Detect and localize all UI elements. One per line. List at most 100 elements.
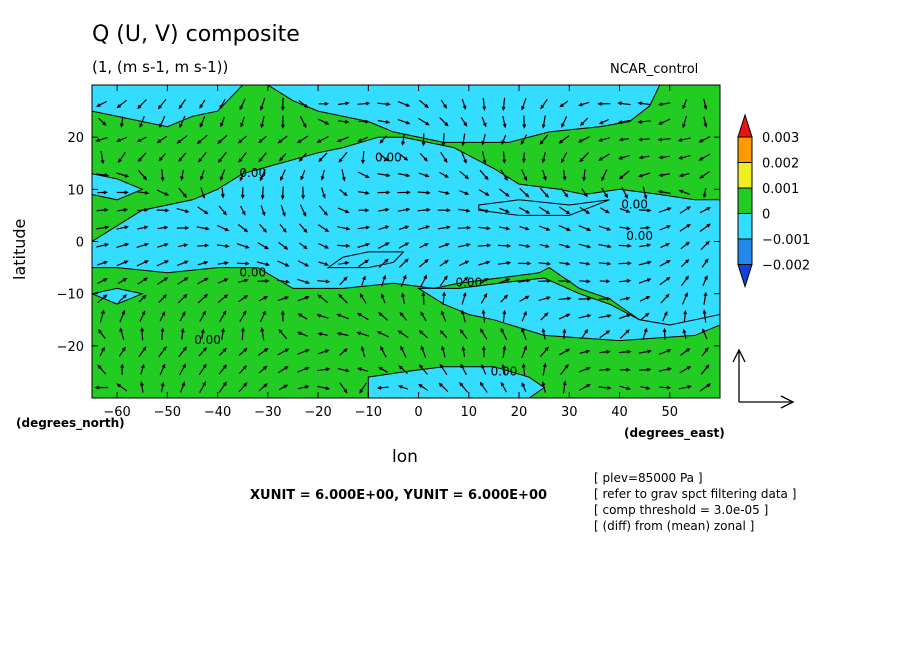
wind-vector: [420, 274, 427, 287]
wind-vector: [377, 102, 391, 107]
wind-vector: [558, 279, 572, 284]
wind-vector: [297, 313, 308, 320]
wind-vector: [638, 155, 650, 160]
wind-vector: [136, 136, 147, 143]
wind-vector: [502, 115, 507, 129]
wind-vector: [178, 187, 187, 198]
wind-vector: [599, 279, 611, 284]
wind-vector: [178, 99, 186, 110]
wind-vector: [479, 208, 490, 213]
x-axis-label: lon: [392, 447, 418, 467]
wind-vector: [637, 119, 651, 124]
wind-vector: [301, 186, 306, 200]
wind-vector: [397, 330, 409, 339]
wind-vector: [461, 346, 466, 357]
wind-vector: [239, 169, 246, 182]
wind-vector: [481, 116, 487, 128]
wind-vector: [617, 101, 631, 106]
wind-vector: [299, 115, 307, 129]
wind-vector: [579, 279, 591, 284]
wind-vector: [659, 260, 671, 267]
wind-vector: [658, 367, 672, 372]
colorbar-segment: [737, 136, 753, 163]
wind-vector: [397, 190, 411, 195]
colorbar-label: 0.001: [762, 182, 799, 197]
y-tick-label: 10: [67, 183, 84, 198]
wind-vector: [461, 309, 466, 323]
wind-vector: [136, 260, 149, 267]
wind-vector: [180, 327, 185, 340]
wind-vector: [541, 381, 546, 393]
wind-vector: [137, 152, 147, 163]
wind-vector: [136, 190, 150, 195]
wind-vector: [260, 186, 265, 200]
wind-vector: [479, 169, 489, 181]
wind-vector: [196, 134, 208, 145]
chart-title: Q (U, V) composite: [92, 22, 300, 47]
wind-vector: [138, 346, 147, 358]
wind-vector: [297, 349, 310, 355]
wind-vector: [502, 345, 507, 358]
wind-vector: [521, 327, 527, 340]
wind-vector: [638, 208, 652, 213]
wind-vector: [361, 151, 365, 165]
wind-vector: [397, 207, 411, 212]
wind-vector: [160, 169, 165, 182]
wind-vector: [97, 278, 108, 284]
wind-vector: [701, 347, 709, 357]
wind-vector: [337, 226, 351, 231]
wind-vector: [259, 97, 266, 111]
wind-vector: [659, 385, 672, 390]
wind-vector: [440, 310, 447, 322]
wind-vector: [240, 116, 245, 128]
wind-vector: [417, 207, 431, 212]
wind-vector: [217, 278, 229, 284]
wind-vector: [599, 207, 610, 214]
wind-vector: [560, 187, 569, 198]
wind-vector: [540, 99, 548, 110]
wind-vector: [318, 242, 330, 249]
wind-vector: [598, 225, 612, 231]
wind-vector: [338, 261, 350, 265]
colorbar: 0.003 0.002 0.001 0 −0.001 −0.002: [737, 113, 810, 289]
wind-vector: [457, 225, 472, 230]
wind-vector: [177, 277, 189, 285]
wind-vector: [278, 153, 287, 162]
wind-vector: [442, 291, 446, 305]
wind-vector: [338, 119, 350, 124]
wind-vector: [398, 242, 410, 249]
wind-vector: [198, 363, 207, 376]
wind-vector: [200, 169, 205, 181]
wind-vector: [179, 311, 186, 322]
wind-vector: [577, 136, 590, 143]
wind-vector: [639, 367, 652, 372]
wind-vector: [417, 190, 431, 195]
wind-vector: [397, 101, 411, 107]
wind-vector: [338, 293, 348, 304]
wind-vector: [177, 260, 189, 266]
wind-vector: [220, 187, 225, 199]
wind-vector: [336, 136, 349, 143]
wind-vector: [238, 347, 248, 356]
wind-vector: [358, 191, 370, 195]
x-tick-label: −40: [204, 405, 231, 420]
colorbar-segment: [737, 187, 753, 214]
negative-regions: [92, 85, 720, 398]
contour-label: 0.00: [626, 229, 653, 243]
wind-vector: [678, 189, 691, 195]
colorbar-segment: [737, 238, 753, 265]
wind-vector: [116, 242, 130, 248]
wind-vector: [118, 151, 126, 163]
wind-vector: [500, 327, 508, 340]
wind-vector: [116, 99, 127, 109]
wind-vector: [259, 310, 266, 322]
wind-vector: [299, 204, 307, 217]
wind-vector: [196, 226, 210, 231]
wind-vector: [156, 189, 170, 196]
wind-vector: [317, 118, 330, 125]
wind-vector: [578, 314, 592, 319]
wind-vector: [458, 208, 471, 213]
wind-vector: [662, 327, 667, 340]
wind-vector: [461, 98, 467, 110]
wind-vector: [277, 260, 290, 267]
